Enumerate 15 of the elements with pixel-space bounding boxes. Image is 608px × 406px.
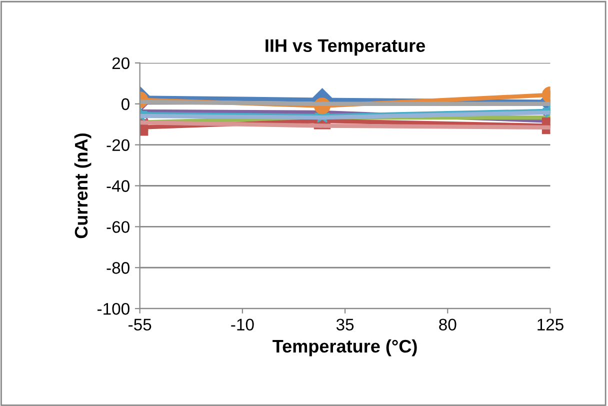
chart-title: IIH vs Temperature <box>266 39 426 56</box>
x-tick-label: 35 <box>336 318 354 331</box>
y-tick-label: -100 <box>98 302 130 315</box>
y-tick-label: -80 <box>106 262 130 274</box>
y-tick-label: 20 <box>112 57 130 70</box>
y-tick-label: 0 <box>122 98 130 110</box>
y-tick-label: -20 <box>106 139 130 152</box>
x-tick-label: -10 <box>231 318 254 331</box>
y-tick-label: -60 <box>106 221 130 233</box>
y-axis-title: Current (nA) <box>74 133 92 238</box>
x-axis-title: Temperature (°C) <box>272 339 417 356</box>
x-tick-label: 80 <box>439 318 456 331</box>
x-tick-label: 125 <box>538 318 564 331</box>
x-tick-label: -55 <box>128 318 152 331</box>
y-tick-label: -40 <box>106 180 130 192</box>
